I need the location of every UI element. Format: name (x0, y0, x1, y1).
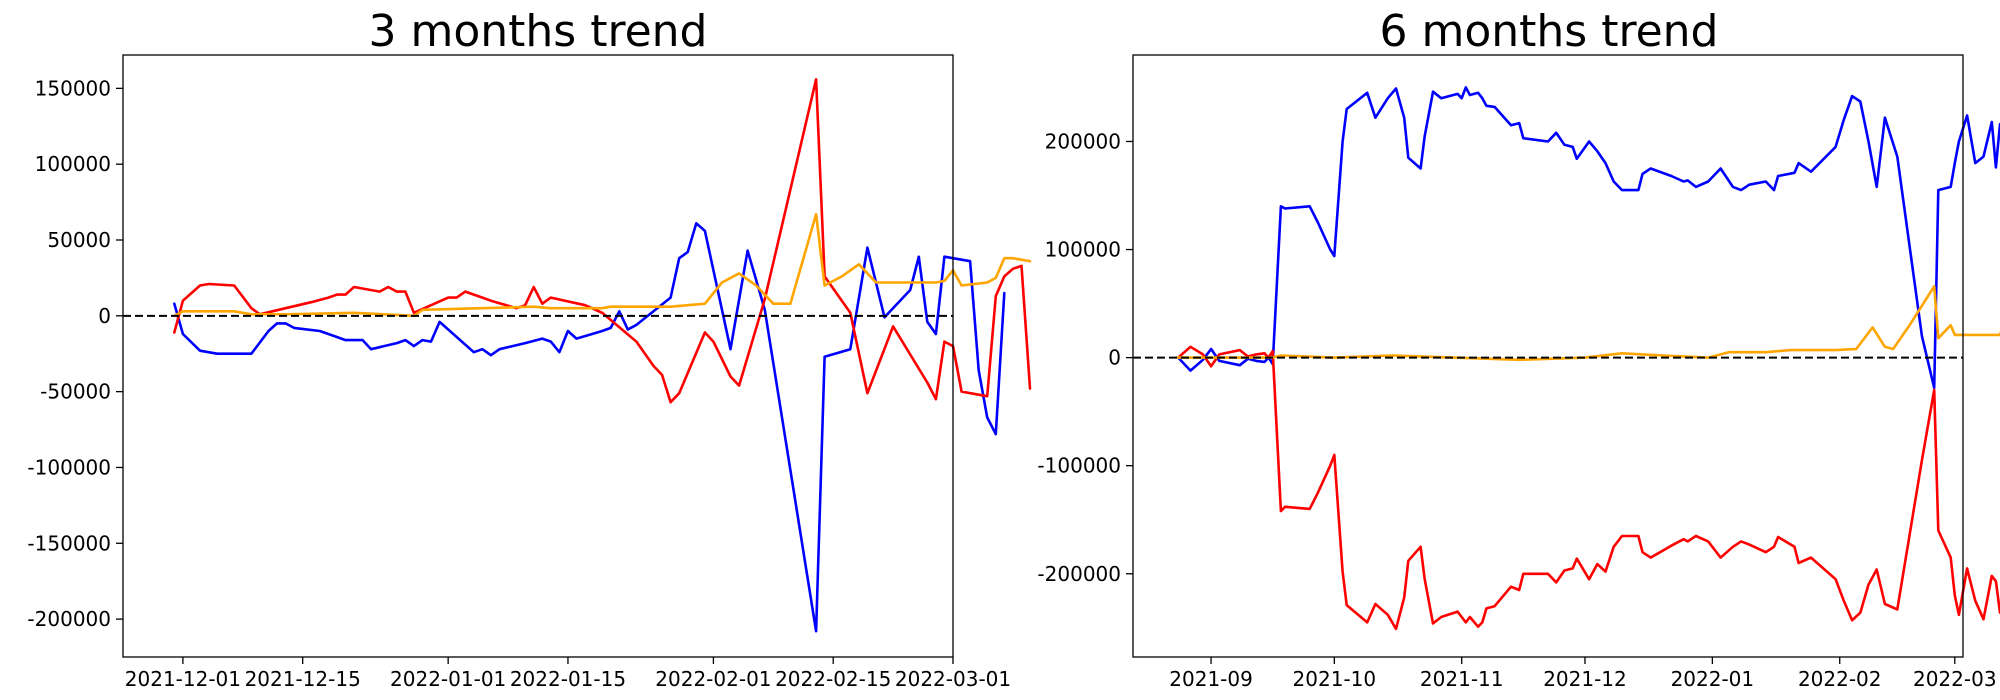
x-tick-label: 2021-10 (1293, 667, 1377, 691)
y-tick-label: 100000 (1045, 238, 1121, 262)
y-tick-label: 200000 (1045, 129, 1121, 153)
axis-ticks: -200000 -150000 -100000 -50000 0 50000 100000 1… (27, 76, 1011, 691)
x-tick-label: 2021-11 (1420, 667, 1504, 691)
y-tick-label: 50000 (47, 228, 111, 252)
x-tick-label: 2021-12-15 (245, 667, 361, 691)
y-tick-label: 0 (98, 304, 111, 328)
x-tick-label: 2021-09 (1169, 667, 1253, 691)
x-tick-label: 2022-02-15 (775, 667, 891, 691)
x-tick-label: 2022-02 (1798, 667, 1882, 691)
series-line-2 (1176, 345, 2000, 631)
plot-frame (122, 54, 954, 658)
y-tick-label: -50000 (40, 380, 111, 404)
series-line-3 (1176, 284, 2000, 362)
series-line-1 (173, 222, 1006, 633)
y-tick-label: -100000 (27, 455, 111, 479)
x-tick-label: 2022-02-01 (655, 667, 771, 691)
y-tick-label: -150000 (27, 531, 111, 555)
y-tick-label: -100000 (1037, 454, 1121, 478)
x-tick-label: 2022-03-01 (895, 667, 1011, 691)
series-line-2 (173, 78, 1032, 404)
y-tick-label: 0 (1108, 346, 1121, 370)
chart-6-months-trend: 6 months trend -200000 -100000 0 100000 2000… (1037, 6, 2000, 691)
x-tick-label: 2021-12 (1543, 667, 1627, 691)
series-line-1 (1176, 86, 2000, 390)
x-tick-label: 2022-01-15 (510, 667, 626, 691)
y-tick-label: 150000 (35, 76, 111, 100)
x-tick-label: 2022-01 (1671, 667, 1755, 691)
chart-title: 3 months trend (369, 6, 708, 57)
series-line-3 (173, 212, 1032, 318)
series-lines (1176, 86, 2000, 631)
x-tick-label: 2022-03 (1913, 667, 1997, 691)
x-tick-label: 2021-12-01 (125, 667, 241, 691)
chart-title: 6 months trend (1380, 6, 1719, 57)
y-tick-label: 100000 (35, 152, 111, 176)
y-tick-label: -200000 (1037, 562, 1121, 586)
axis-ticks: -200000 -100000 0 100000 200000 2021-09 2021-1… (1037, 129, 1996, 691)
chart-3-months-trend: 3 months trend -200000 -150000 -100000 -500… (27, 6, 1032, 691)
y-tick-label: -200000 (27, 607, 111, 631)
x-tick-label: 2022-01-01 (390, 667, 506, 691)
series-lines (173, 78, 1032, 633)
plot-frame (1132, 54, 1964, 658)
